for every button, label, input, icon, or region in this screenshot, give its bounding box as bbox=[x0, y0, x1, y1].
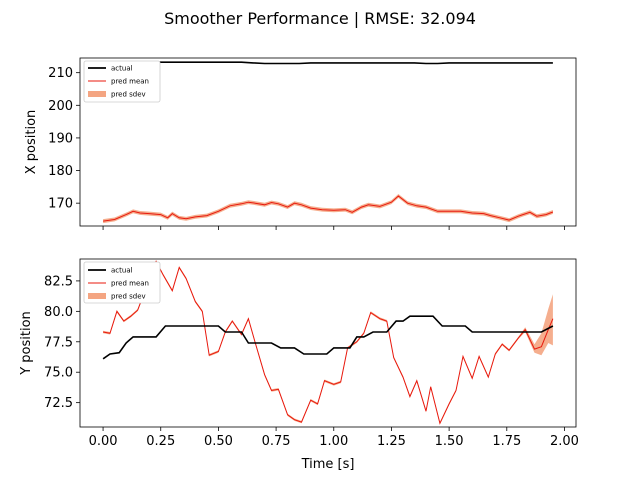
x-tick-label: 1.00 bbox=[319, 434, 348, 449]
legend-swatch-pred-sdev bbox=[88, 293, 106, 299]
series-pred-sdev-band bbox=[103, 260, 553, 425]
panel-x-frame bbox=[79, 57, 577, 227]
panel-y-ylabel: Y position bbox=[19, 311, 34, 376]
y-tick-label: 190 bbox=[48, 131, 73, 146]
legend-frame bbox=[83, 261, 161, 304]
x-tick-label: 0.50 bbox=[204, 434, 233, 449]
x-tick-label: 0.25 bbox=[146, 434, 175, 449]
x-tick-label: 1.50 bbox=[435, 434, 464, 449]
legend-label-pred-mean: pred mean bbox=[111, 78, 149, 86]
series-actual-line bbox=[102, 315, 554, 360]
x-tick-label: 0.00 bbox=[89, 434, 118, 449]
series-pred-mean-line bbox=[103, 195, 554, 222]
y-tick-label: 77.5 bbox=[44, 335, 73, 350]
x-tick-label: 2.00 bbox=[550, 434, 579, 449]
y-tick-label: 80.0 bbox=[44, 305, 73, 320]
panel-x-ylabel: X position bbox=[24, 110, 39, 175]
series-pred-sdev-band bbox=[103, 194, 553, 224]
series-pred-mean-line bbox=[103, 260, 554, 425]
legend-label-pred-mean: pred mean bbox=[111, 280, 149, 288]
x-axis-label: Time [s] bbox=[301, 457, 355, 472]
panel-y-frame bbox=[79, 258, 577, 428]
panel-x-legend: actual pred mean pred sdev bbox=[83, 60, 161, 103]
y-tick-label: 72.5 bbox=[44, 396, 73, 411]
panel-x: 170 180 190 200 210 X position actual pred m… bbox=[24, 57, 577, 230]
x-tick-label: 0.75 bbox=[262, 434, 291, 449]
x-tick-label: 1.75 bbox=[492, 434, 521, 449]
y-tick-label: 210 bbox=[48, 66, 73, 81]
y-tick-label: 75.0 bbox=[44, 366, 73, 381]
legend-label-pred-sdev: pred sdev bbox=[111, 293, 146, 301]
legend-swatch-pred-sdev bbox=[88, 91, 106, 97]
legend-label-actual: actual bbox=[111, 65, 133, 73]
panel-y: 72.5 75.0 77.5 80.0 82.5 0.00 0.25 0.50 0.75 1.0… bbox=[19, 258, 579, 449]
y-tick-label: 200 bbox=[48, 99, 73, 114]
legend-label-actual: actual bbox=[111, 267, 133, 275]
panel-y-legend: actual pred mean pred sdev bbox=[83, 261, 161, 304]
y-tick-label: 82.5 bbox=[44, 274, 73, 289]
legend-label-pred-sdev: pred sdev bbox=[111, 91, 146, 99]
series-actual-line bbox=[103, 61, 553, 66]
x-tick-label: 1.25 bbox=[377, 434, 406, 449]
chart-title: Smoother Performance | RMSE: 32.094 bbox=[164, 9, 476, 28]
y-tick-label: 180 bbox=[48, 164, 73, 179]
y-tick-label: 170 bbox=[48, 197, 73, 212]
